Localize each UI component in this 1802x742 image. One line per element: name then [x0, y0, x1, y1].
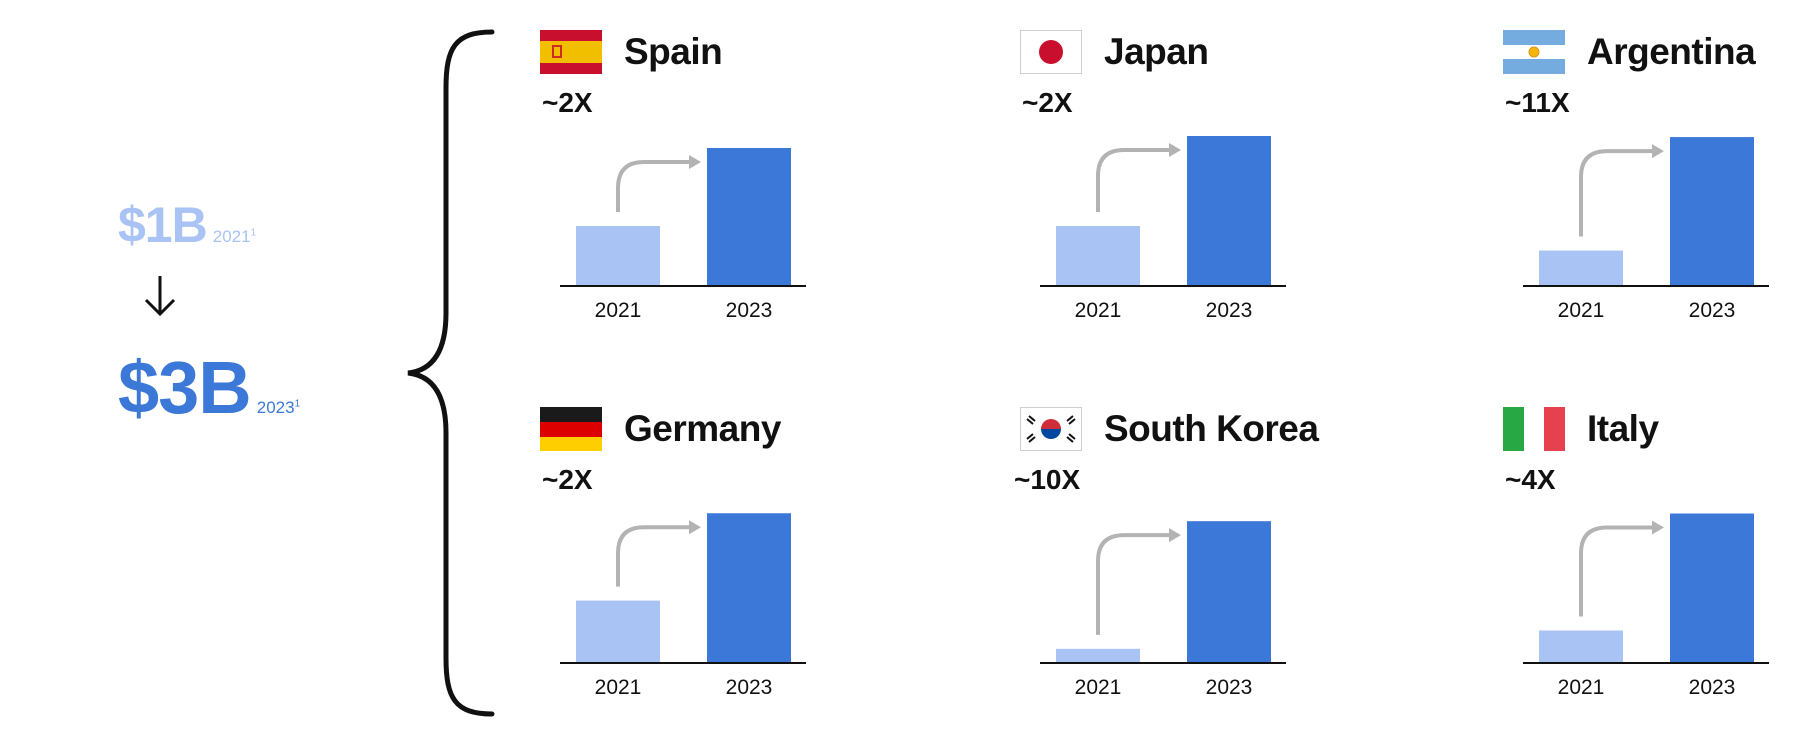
bar-chart-spain: 2021 2023 — [560, 148, 806, 322]
growth-arrow-head — [1652, 520, 1664, 535]
bar-2023 — [1670, 137, 1754, 286]
bar-2023 — [1187, 521, 1271, 663]
country-name: Spain — [624, 31, 723, 72]
x-tick-label: 2023 — [1689, 676, 1736, 699]
bar-chart-italy: 2021 2023 — [1523, 513, 1769, 699]
germany-flag-icon — [540, 407, 602, 451]
country-panel-germany: Germany ~2X 2021 2023 — [540, 407, 840, 707]
total-summary: $1B 20211 $3B 20231 — [118, 180, 378, 440]
bar-2021 — [576, 600, 660, 663]
growth-arrow-head — [689, 155, 701, 169]
total-2021: $1B 20211 — [118, 195, 256, 267]
x-tick-label: 2021 — [1075, 299, 1122, 322]
growth-multiplier: ~2X — [542, 87, 593, 118]
total-2021-amount: $1B — [118, 197, 208, 253]
x-tick-label: 2023 — [1206, 676, 1253, 699]
country-name: Argentina — [1587, 31, 1756, 72]
bar-2021 — [1056, 648, 1140, 663]
bar-chart-japan: 2021 2023 — [1040, 136, 1286, 322]
bar-2021 — [1539, 250, 1623, 286]
total-2023-amount: $3B — [118, 346, 252, 429]
country-name: Japan — [1104, 31, 1209, 72]
argentina-flag-icon — [1503, 30, 1565, 74]
x-tick-label: 2021 — [595, 676, 642, 699]
country-name: South Korea — [1104, 408, 1319, 449]
bar-2023 — [1670, 513, 1754, 663]
country-panel-italy: Italy ~4X 2021 2023 — [1503, 407, 1802, 707]
south-korea-flag-icon — [1020, 407, 1082, 451]
x-tick-label: 2023 — [726, 676, 773, 699]
x-tick-label: 2023 — [726, 299, 773, 322]
x-tick-label: 2021 — [1075, 676, 1122, 699]
country-panel-south-korea: South Korea ~10X 2021 2023 — [1014, 407, 1320, 707]
bar-2021 — [576, 226, 660, 286]
bar-chart-argentina: 2021 2023 — [1523, 137, 1769, 322]
country-panel-spain: Spain ~2X 2021 2023 — [540, 30, 840, 330]
bar-chart-south-korea: 2021 2023 — [1040, 521, 1286, 699]
growth-multiplier: ~2X — [1022, 87, 1073, 118]
growth-arrow-head — [689, 520, 701, 535]
growth-arrow — [616, 160, 691, 212]
curly-brace — [407, 29, 495, 717]
growth-arrow — [1579, 525, 1654, 617]
growth-arrow — [1579, 149, 1654, 237]
growth-arrow — [616, 525, 691, 587]
down-arrow-icon — [144, 276, 176, 317]
country-panel-argentina: Argentina ~11X 2021 2023 — [1503, 30, 1802, 330]
x-tick-label: 2023 — [1206, 299, 1253, 322]
x-tick-label: 2021 — [1558, 676, 1605, 699]
country-panel-japan: Japan ~2X 2021 2023 — [1020, 30, 1320, 330]
bar-chart-germany: 2021 2023 — [560, 513, 806, 699]
country-name: Germany — [624, 408, 781, 449]
growth-multiplier: ~11X — [1505, 87, 1570, 118]
japan-flag-icon — [1020, 30, 1082, 74]
country-name: Italy — [1587, 408, 1659, 449]
x-tick-label: 2021 — [1558, 299, 1605, 322]
growth-multiplier: ~10X — [1014, 464, 1081, 495]
growth-multiplier: ~2X — [542, 464, 593, 495]
x-tick-label: 2021 — [595, 299, 642, 322]
spain-flag-icon — [540, 30, 602, 74]
footnote-marker: 1 — [250, 227, 257, 239]
total-2023-year: 20231 — [256, 398, 301, 417]
total-2021-year: 20211 — [212, 227, 257, 246]
growth-arrow-head — [1652, 144, 1664, 159]
x-tick-label: 2023 — [1689, 299, 1736, 322]
bar-2023 — [1187, 136, 1271, 286]
growth-arrow-head — [1169, 528, 1181, 543]
bar-2021 — [1539, 630, 1623, 663]
total-2023: $3B 20231 — [118, 345, 300, 451]
bar-2023 — [707, 513, 791, 663]
italy-flag-icon — [1503, 407, 1565, 451]
bar-2023 — [707, 148, 791, 286]
growth-arrow — [1096, 148, 1171, 212]
footnote-marker: 1 — [294, 398, 301, 410]
growth-arrow — [1096, 533, 1171, 635]
growth-multiplier: ~4X — [1505, 464, 1556, 495]
bar-2021 — [1056, 226, 1140, 286]
growth-arrow-head — [1169, 143, 1181, 157]
